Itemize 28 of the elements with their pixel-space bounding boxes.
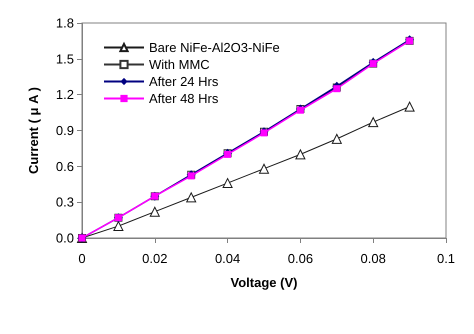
point	[186, 192, 196, 202]
y-tick-label: 0.0	[56, 230, 74, 246]
legend-label: After 48 Hrs	[149, 91, 219, 106]
y-tick-label: 1.8	[56, 16, 74, 30]
point	[222, 178, 233, 188]
y-tick-label: 1.5	[56, 51, 74, 66]
legend-label: After 24 Hrs	[149, 74, 219, 89]
y-tick-label: 0.6	[56, 158, 74, 174]
point	[150, 206, 160, 217]
legend-label: With MMC	[149, 57, 210, 72]
point	[332, 134, 342, 144]
x-tick-label: 0.06	[288, 251, 314, 266]
x-tick-label: 0	[78, 251, 86, 266]
point	[404, 102, 415, 112]
point	[368, 117, 378, 128]
point	[295, 149, 306, 160]
y-axis-title: Current ( μ A )	[26, 87, 41, 174]
x-tick-label: 0.04	[214, 251, 240, 266]
y-tick-label: 0.9	[56, 123, 74, 138]
legend-label: Bare NiFe-Al2O3-NiFe	[149, 40, 280, 55]
y-tick-label: 0.3	[56, 194, 74, 210]
x-tick-label: 0.02	[142, 251, 168, 266]
y-tick-label: 1.2	[56, 87, 74, 102]
point	[113, 221, 124, 232]
x-axis-title: Voltage (V)	[230, 275, 298, 290]
point	[259, 164, 269, 174]
x-tick-label: 0.1	[436, 251, 456, 266]
x-tick-label: 0.08	[360, 251, 386, 266]
